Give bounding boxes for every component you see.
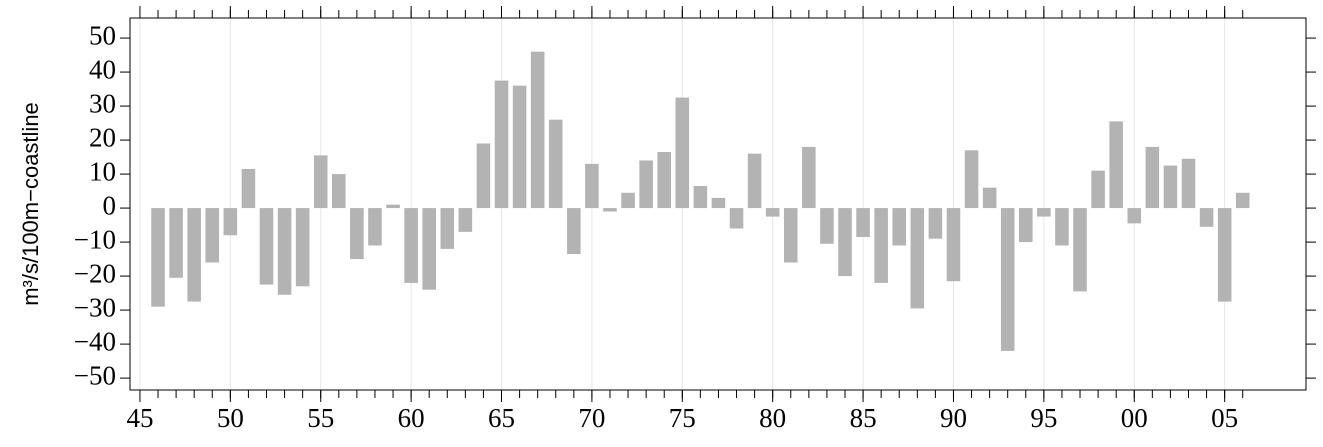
bar	[295, 208, 310, 287]
bar	[765, 208, 780, 217]
bar	[585, 163, 599, 209]
bar	[802, 146, 816, 209]
bar	[1037, 208, 1051, 217]
bar	[277, 208, 292, 295]
bar	[386, 204, 400, 209]
bar	[313, 155, 328, 209]
bar	[946, 208, 961, 282]
bar	[729, 208, 744, 229]
bar	[1091, 170, 1105, 209]
y-tick-label: −30	[74, 292, 116, 322]
y-tick-label: 40	[89, 54, 116, 84]
y-tick-label: 0	[103, 190, 117, 220]
bar	[693, 185, 708, 209]
bar	[675, 97, 690, 209]
bar	[1217, 208, 1232, 302]
x-tick-label: 80	[759, 403, 786, 433]
x-tick-label: 90	[940, 403, 967, 433]
bar	[223, 208, 238, 236]
bar	[657, 151, 671, 209]
y-tick-label: −40	[74, 326, 116, 356]
x-tick-label: 45	[126, 403, 153, 433]
bar	[1000, 208, 1015, 351]
bar	[1109, 121, 1123, 209]
bar	[259, 208, 274, 285]
bar	[205, 208, 220, 263]
bar	[440, 208, 455, 249]
bar	[639, 160, 653, 209]
bar	[874, 208, 888, 283]
bar	[512, 85, 527, 209]
bar	[1127, 208, 1142, 224]
y-tick-label: 20	[89, 122, 116, 152]
bar	[892, 208, 907, 246]
x-tick-label: 75	[669, 403, 696, 433]
bar	[982, 187, 997, 209]
bar	[1073, 208, 1087, 292]
x-tick-label: 85	[850, 403, 877, 433]
bar	[1163, 165, 1178, 209]
bar	[783, 208, 798, 263]
bar	[1199, 208, 1214, 227]
bar	[910, 208, 925, 309]
bar	[548, 119, 563, 209]
y-tick-label: 10	[89, 156, 116, 186]
bar	[241, 168, 256, 209]
bar	[1055, 208, 1069, 246]
bar	[494, 80, 509, 209]
bar	[838, 208, 852, 277]
bar	[964, 150, 979, 209]
bar	[458, 208, 473, 232]
y-tick-label: −20	[74, 258, 116, 288]
y-axis-label: m³/s/100m−coastline	[18, 102, 43, 306]
bar	[1181, 158, 1196, 209]
bar	[603, 208, 617, 212]
bar	[530, 51, 545, 209]
bar	[422, 208, 436, 290]
bar	[621, 192, 635, 209]
bar	[1145, 146, 1160, 209]
plot-frame	[129, 17, 1307, 391]
x-tick-label: 70	[578, 403, 605, 433]
bar	[567, 208, 581, 254]
bar	[747, 153, 762, 209]
bar	[187, 208, 201, 302]
y-tick-label: −10	[74, 224, 116, 254]
y-tick-label: −50	[74, 360, 116, 390]
bar	[151, 208, 165, 307]
bar	[928, 208, 943, 239]
bar	[404, 208, 418, 283]
y-tick-label: 50	[89, 20, 116, 50]
bar	[856, 208, 870, 237]
x-tick-label: 55	[307, 403, 334, 433]
bar	[368, 208, 382, 246]
bar	[169, 208, 183, 278]
x-tick-label: 95	[1030, 403, 1057, 433]
bar	[820, 208, 834, 244]
x-tick-label: 65	[488, 403, 515, 433]
y-tick-label: 30	[89, 88, 116, 118]
bar	[332, 174, 346, 209]
bar	[1019, 208, 1033, 243]
bar	[1235, 192, 1250, 209]
x-tick-label: 05	[1211, 403, 1238, 433]
x-tick-label: 50	[217, 403, 244, 433]
x-tick-label: 00	[1121, 403, 1148, 433]
bar	[476, 143, 491, 209]
bar	[350, 208, 364, 260]
x-tick-label: 60	[398, 403, 425, 433]
bar	[711, 197, 726, 209]
